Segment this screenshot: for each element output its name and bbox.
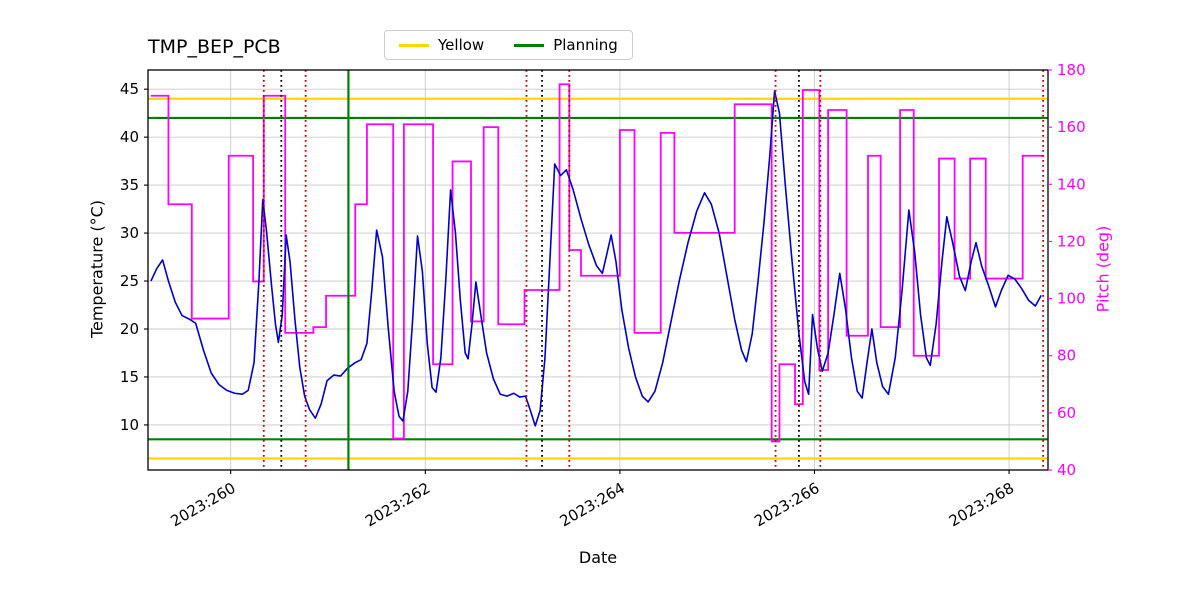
event-lines bbox=[262, 70, 1045, 470]
planning-line-swatch bbox=[514, 43, 545, 47]
svg-text:180: 180 bbox=[1057, 61, 1086, 79]
y-axis-label-right: Pitch (deg) bbox=[1093, 225, 1113, 313]
svg-text:10: 10 bbox=[120, 416, 139, 434]
limit-lines bbox=[148, 97, 1048, 460]
svg-text:20: 20 bbox=[120, 320, 139, 338]
svg-text:2023:262: 2023:262 bbox=[362, 479, 433, 531]
x-axis-label: Date bbox=[578, 548, 618, 567]
y-axis-label-left: Temperature (°C) bbox=[87, 199, 107, 339]
axis-ticks: 2023:260 2023:262 2023:264 2023:266 2023:268… bbox=[120, 61, 1086, 530]
svg-text:100: 100 bbox=[1057, 290, 1086, 308]
svg-text:2023:260: 2023:260 bbox=[167, 479, 238, 531]
svg-text:15: 15 bbox=[120, 368, 139, 386]
chart-title: TMP_BEP_PCB bbox=[148, 36, 281, 58]
legend-label-yellow: Yellow bbox=[438, 36, 485, 54]
svg-text:2023:266: 2023:266 bbox=[751, 479, 822, 531]
svg-text:2023:264: 2023:264 bbox=[557, 479, 628, 531]
svg-text:30: 30 bbox=[120, 224, 139, 242]
svg-text:120: 120 bbox=[1057, 232, 1086, 250]
svg-text:40: 40 bbox=[120, 128, 139, 146]
svg-text:160: 160 bbox=[1057, 118, 1086, 136]
legend-label-planning: Planning bbox=[553, 36, 618, 54]
svg-text:35: 35 bbox=[120, 176, 139, 194]
grid-lines bbox=[148, 70, 1048, 470]
legend-item-yellow: Yellow bbox=[399, 36, 484, 54]
temperature-series-line bbox=[150, 90, 1042, 427]
svg-text:40: 40 bbox=[1057, 461, 1076, 479]
legend-item-planning: Planning bbox=[514, 36, 618, 54]
svg-text:2023:268: 2023:268 bbox=[946, 479, 1017, 531]
svg-text:80: 80 bbox=[1057, 347, 1076, 365]
svg-text:140: 140 bbox=[1057, 175, 1086, 193]
svg-text:60: 60 bbox=[1057, 404, 1076, 422]
plot-frame bbox=[147, 69, 1049, 471]
yellow-line-swatch bbox=[399, 43, 429, 47]
pitch-series-line bbox=[150, 83, 1045, 443]
svg-text:45: 45 bbox=[120, 80, 139, 98]
svg-text:25: 25 bbox=[120, 272, 139, 290]
legend: Yellow Planning bbox=[384, 30, 633, 60]
